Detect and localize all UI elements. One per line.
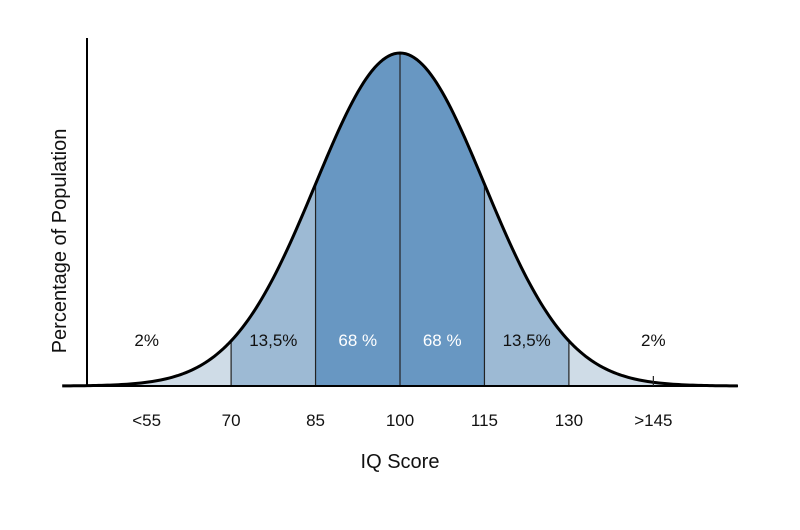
region-labels: 2% 13,5% 68 % 68 % 13,5% 2% [134,331,665,350]
x-tick-labels: >145 130 115 100 85 70 <55 [132,376,672,430]
region-area-6 [568,340,738,386]
region-label-5: 13,5% [503,331,551,350]
x-tick-label-55: <55 [132,411,161,430]
bell-curve [62,51,738,388]
x-tick-label-85: 85 [306,411,325,430]
region-label-3: 68 % [338,331,377,350]
region-label-2: 13,5% [249,331,297,350]
region-area-1 [62,340,232,386]
region-label-1: 2% [134,331,159,350]
region-dividers [230,53,570,386]
region-label-4: 68 % [423,331,462,350]
x-tick-label-115: 115 [471,411,498,430]
x-tick-label-70: 70 [222,411,241,430]
x-tick-label-100: 100 [386,411,414,430]
region-label-6: 2% [641,331,666,350]
y-axis-label: Percentage of Population [49,129,71,354]
x-tick-label-130: 130 [555,411,583,430]
x-axis-label: IQ Score [361,451,440,473]
x-tick-label-145: >145 [634,411,672,430]
